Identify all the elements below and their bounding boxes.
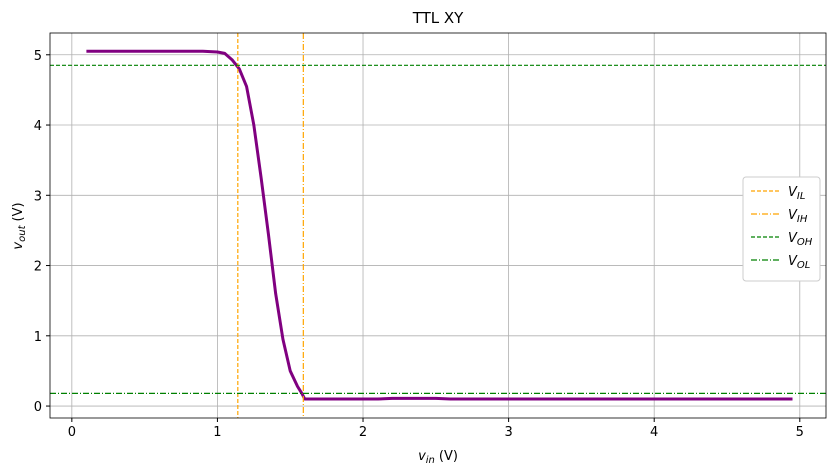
y-tick-label: 2 [34, 260, 42, 275]
y-tick-label: 5 [34, 49, 42, 64]
x-tick-label: 1 [213, 425, 221, 440]
x-tick-label: 5 [796, 425, 804, 440]
x-tick-label: 3 [504, 425, 512, 440]
legend-label: VIH [788, 208, 808, 225]
x-label-symbol: v [418, 449, 426, 464]
x-tick-label: 0 [68, 425, 76, 440]
legend-subscript: IH [797, 214, 808, 225]
x-tick-label: 2 [359, 425, 367, 440]
legend-symbol: V [788, 185, 798, 200]
x-axis-label: vin (V) [418, 449, 458, 466]
plot-frame [49, 32, 827, 419]
legend-subscript: OL [797, 260, 810, 271]
legend-label: VOH [788, 231, 813, 248]
y-label-unit: (V) [11, 202, 26, 221]
legend-box [742, 176, 821, 282]
legend-symbol: V [788, 231, 798, 246]
legend-subscript: IL [797, 191, 806, 202]
y-label-symbol: v [11, 242, 26, 250]
x-label-unit: (V) [439, 449, 458, 464]
legend-symbol: V [788, 208, 798, 223]
data-line [86, 49, 793, 401]
legend-subscript: OH [797, 237, 813, 248]
y-axis-label: vout (V) [11, 202, 28, 249]
y-tick-label: 0 [34, 400, 42, 415]
chart-title: TTL XY [412, 9, 464, 27]
y-tick-label: 3 [34, 189, 42, 204]
x-tick-label: 4 [650, 425, 658, 440]
x-label-sub: in [426, 455, 435, 466]
y-tick-label: 4 [34, 119, 42, 134]
y-tick-label: 1 [34, 330, 42, 345]
legend-symbol: V [788, 254, 798, 269]
y-label-sub: out [17, 224, 28, 241]
legend-label: VOL [788, 254, 810, 271]
legend-label: VIL [788, 185, 805, 202]
